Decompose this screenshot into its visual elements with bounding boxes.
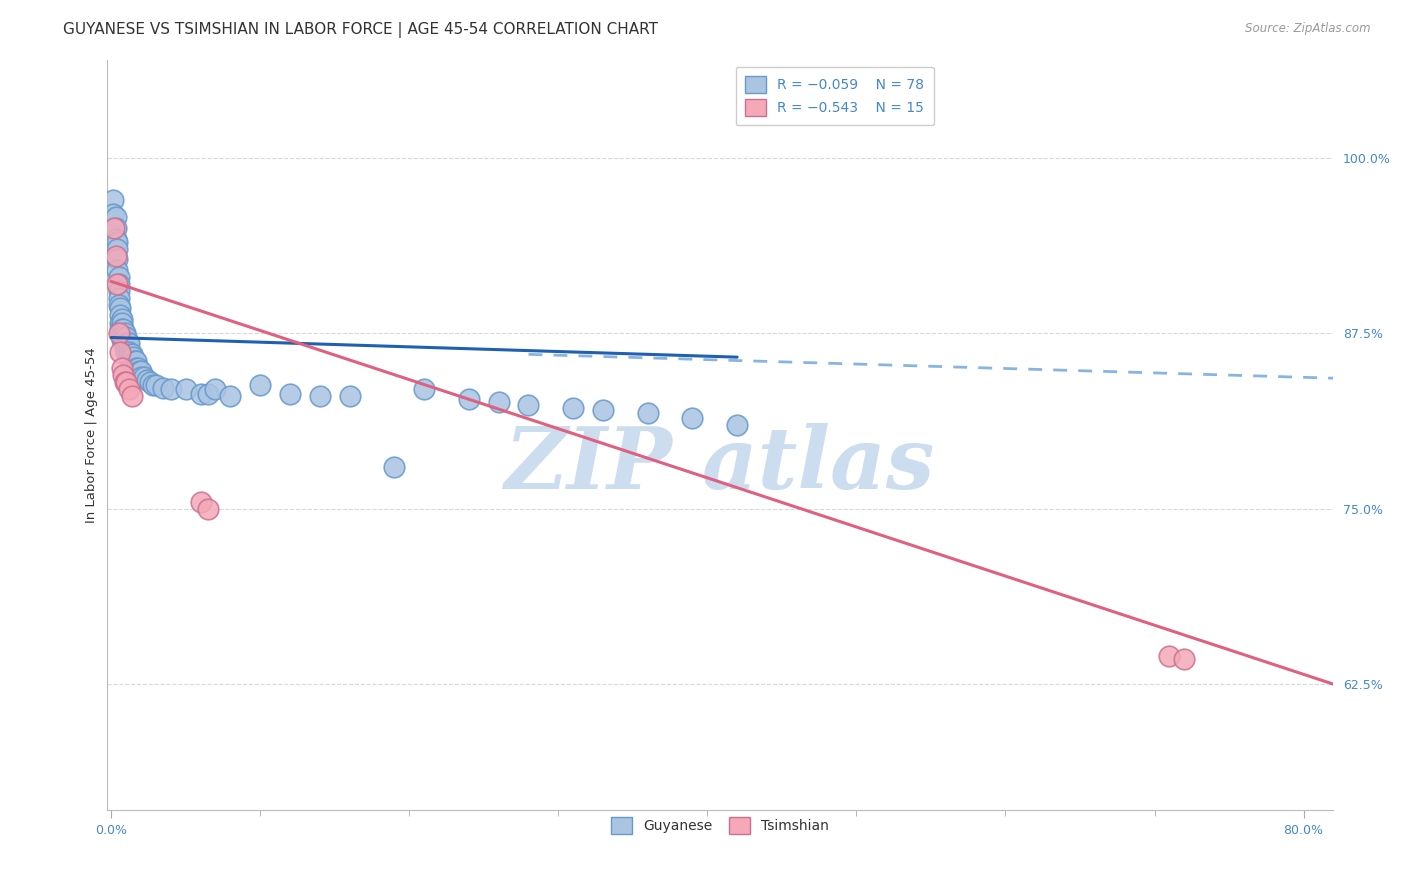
Point [121,389,143,403]
Point [101,193,124,207]
Point [107,298,129,312]
Point [107,326,129,341]
Point [117,336,139,351]
Point [197,501,219,516]
Point [105,235,128,249]
Text: Source: ZipAtlas.com: Source: ZipAtlas.com [1246,22,1371,36]
Point [104,210,127,224]
Point [114,376,136,390]
Point [115,330,138,344]
Point [190,386,212,401]
Point [112,334,135,348]
Point [110,322,132,336]
Point [105,252,128,266]
Point [118,350,141,364]
Point [132,369,155,384]
Point [110,326,132,341]
Point [114,340,136,354]
Point [219,389,242,403]
Point [107,291,129,305]
Point [104,221,127,235]
Point [122,350,145,364]
Point [110,361,132,376]
Point [127,361,149,376]
Point [118,383,141,397]
Point [249,378,271,392]
Point [128,364,150,378]
Point [125,354,148,368]
Point [110,317,132,331]
Point [125,361,148,376]
Point [637,406,659,420]
Point [681,410,703,425]
Point [517,398,540,412]
Point [121,354,143,368]
Point [278,386,301,401]
Point [204,383,226,397]
Point [117,344,139,359]
Point [120,354,142,368]
Point [108,301,131,315]
Point [457,392,479,407]
Point [101,207,124,221]
Point [103,221,125,235]
Point [118,344,141,359]
Point [142,378,165,392]
Point [159,383,181,397]
Point [1173,652,1195,666]
Point [135,373,157,387]
Point [112,368,135,383]
Point [308,389,330,403]
Point [120,347,142,361]
Point [382,459,405,474]
Point [562,401,585,415]
Point [592,403,614,417]
Point [107,277,129,292]
Point [174,383,197,397]
Point [105,263,128,277]
Point [108,322,131,336]
Point [122,356,145,370]
Point [114,334,136,348]
Point [121,347,143,361]
Point [725,417,748,432]
Point [105,242,128,256]
Legend: Guyanese, Tsimshian: Guyanese, Tsimshian [600,805,839,845]
Point [339,389,361,403]
Point [145,378,167,392]
Point [112,322,135,336]
Point [104,249,127,263]
Point [488,395,510,409]
Point [413,383,436,397]
Point [1159,649,1181,664]
Point [104,232,127,246]
Point [107,284,129,298]
Point [115,336,138,351]
Point [118,336,141,351]
Text: GUYANESE VS TSIMSHIAN IN LABOR FORCE | AGE 45-54 CORRELATION CHART: GUYANESE VS TSIMSHIAN IN LABOR FORCE | A… [63,22,658,38]
Point [112,327,135,342]
Point [108,308,131,322]
Point [115,376,138,390]
Text: ZIP atlas: ZIP atlas [505,424,935,507]
Point [152,381,174,395]
Point [197,386,219,401]
Point [190,494,212,508]
Point [108,344,131,359]
Point [139,376,162,390]
Point [124,354,146,368]
Point [114,326,136,341]
Point [110,312,132,326]
Point [103,242,125,256]
Point [108,317,131,331]
Y-axis label: In Labor Force | Age 45-54: In Labor Force | Age 45-54 [86,347,98,523]
Point [105,277,128,292]
Point [107,270,129,285]
Point [129,369,152,384]
Point [110,334,132,348]
Point [129,364,152,378]
Point [115,344,138,359]
